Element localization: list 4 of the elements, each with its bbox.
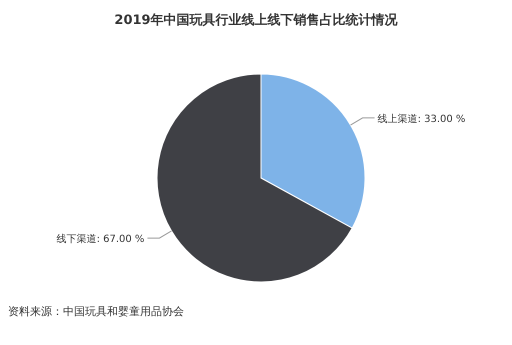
chart-title: 2019年中国玩具行业线上线下销售占比统计情况 (114, 12, 399, 28)
slice-label: 线上渠道: 33.00 % (378, 112, 466, 125)
text: 资料来源：中国玩具和婴童用品协会 (8, 305, 184, 318)
slice-label: 线下渠道: 67.00 % (56, 233, 144, 246)
